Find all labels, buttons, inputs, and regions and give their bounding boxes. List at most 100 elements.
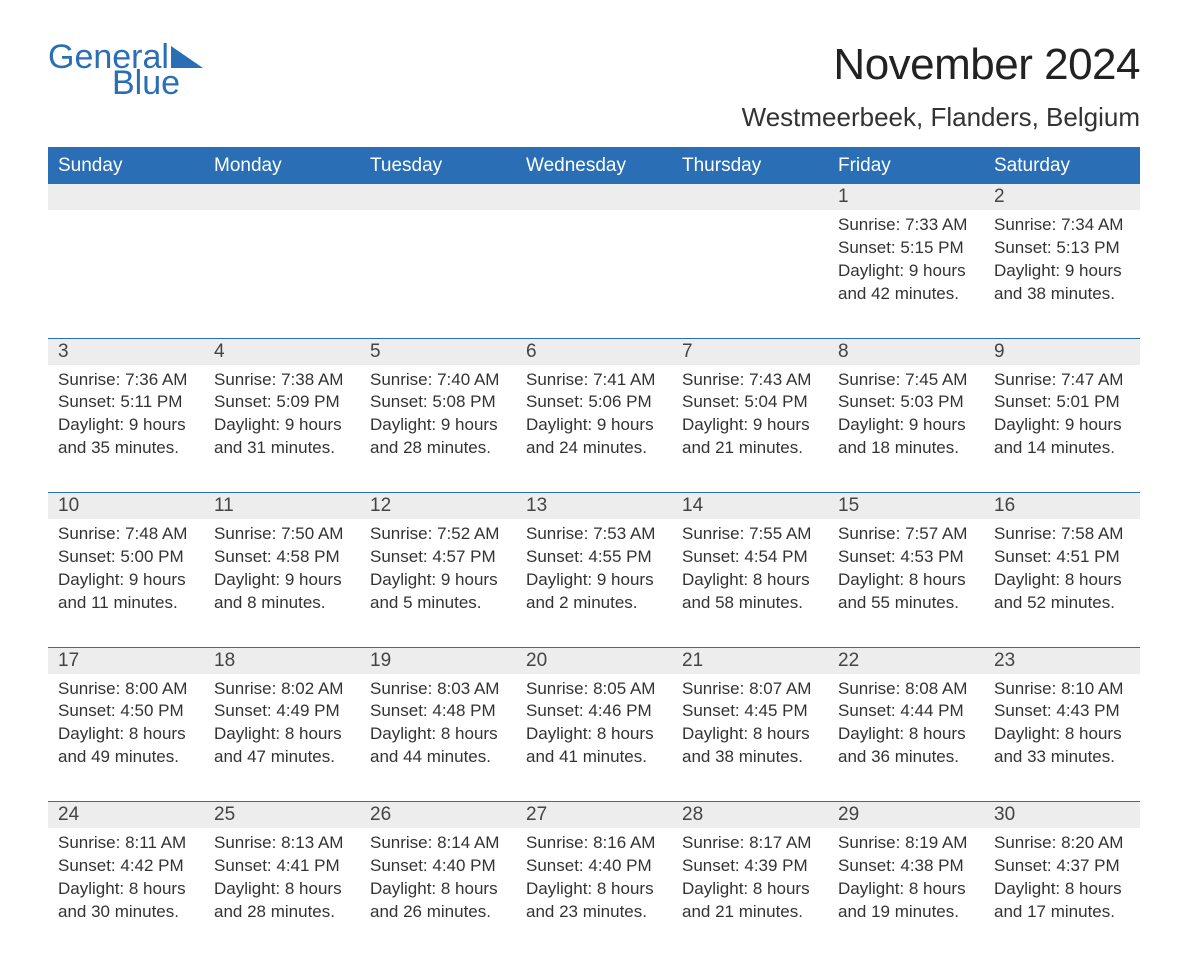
day-sunrise: Sunrise: 7:43 AM [682,369,818,392]
day-number-cell: 5 [360,338,516,365]
day-dl2: and 30 minutes. [58,901,194,924]
day-sunrise: Sunrise: 8:05 AM [526,678,662,701]
day-sunrise: Sunrise: 8:03 AM [370,678,506,701]
day-detail-row: Sunrise: 7:36 AMSunset: 5:11 PMDaylight:… [48,365,1140,493]
day-number-cell: 15 [828,493,984,520]
day-number-cell: 11 [204,493,360,520]
day-sunset: Sunset: 4:53 PM [838,546,974,569]
day-dl2: and 26 minutes. [370,901,506,924]
day-dl1: Daylight: 8 hours [58,878,194,901]
day-sunset: Sunset: 4:46 PM [526,700,662,723]
day-dl2: and 2 minutes. [526,592,662,615]
day-number-cell [48,184,204,211]
day-dl2: and 23 minutes. [526,901,662,924]
day-dl2: and 17 minutes. [994,901,1130,924]
weekday-monday: Monday [204,148,360,184]
weekday-sunday: Sunday [48,148,204,184]
day-detail-cell: Sunrise: 7:36 AMSunset: 5:11 PMDaylight:… [48,365,204,493]
day-sunrise: Sunrise: 7:34 AM [994,214,1130,237]
day-sunset: Sunset: 4:50 PM [58,700,194,723]
day-sunset: Sunset: 5:09 PM [214,391,350,414]
day-number-cell: 21 [672,647,828,674]
day-number-cell: 16 [984,493,1140,520]
day-number-cell: 3 [48,338,204,365]
day-number-cell: 18 [204,647,360,674]
day-dl2: and 31 minutes. [214,437,350,460]
day-dl1: Daylight: 8 hours [838,569,974,592]
calendar-table: Sunday Monday Tuesday Wednesday Thursday… [48,147,1140,956]
day-dl2: and 21 minutes. [682,901,818,924]
day-sunset: Sunset: 5:11 PM [58,391,194,414]
day-dl1: Daylight: 9 hours [370,569,506,592]
day-dl2: and 24 minutes. [526,437,662,460]
day-dl1: Daylight: 8 hours [994,723,1130,746]
day-sunset: Sunset: 5:01 PM [994,391,1130,414]
day-sunrise: Sunrise: 8:19 AM [838,832,974,855]
day-dl1: Daylight: 9 hours [58,569,194,592]
day-number-cell: 30 [984,802,1140,829]
day-detail-row: Sunrise: 8:11 AMSunset: 4:42 PMDaylight:… [48,828,1140,956]
day-dl1: Daylight: 8 hours [682,569,818,592]
day-dl1: Daylight: 8 hours [214,878,350,901]
day-sunset: Sunset: 4:48 PM [370,700,506,723]
day-number-cell: 29 [828,802,984,829]
day-sunrise: Sunrise: 8:13 AM [214,832,350,855]
day-detail-cell: Sunrise: 7:40 AMSunset: 5:08 PMDaylight:… [360,365,516,493]
day-number-cell: 20 [516,647,672,674]
day-sunset: Sunset: 4:40 PM [370,855,506,878]
day-detail-cell: Sunrise: 8:16 AMSunset: 4:40 PMDaylight:… [516,828,672,956]
day-dl2: and 47 minutes. [214,746,350,769]
day-dl1: Daylight: 9 hours [58,414,194,437]
day-dl1: Daylight: 8 hours [214,723,350,746]
day-number-cell: 2 [984,184,1140,211]
day-sunrise: Sunrise: 8:07 AM [682,678,818,701]
day-number-cell: 27 [516,802,672,829]
day-dl1: Daylight: 8 hours [994,878,1130,901]
day-dl2: and 44 minutes. [370,746,506,769]
day-sunrise: Sunrise: 7:33 AM [838,214,974,237]
header: General Blue November 2024 Westmeerbeek,… [48,40,1140,143]
day-dl2: and 58 minutes. [682,592,818,615]
weekday-tuesday: Tuesday [360,148,516,184]
day-number-cell: 14 [672,493,828,520]
day-detail-cell: Sunrise: 7:55 AMSunset: 4:54 PMDaylight:… [672,519,828,647]
day-detail-cell: Sunrise: 8:03 AMSunset: 4:48 PMDaylight:… [360,674,516,802]
day-detail-cell [516,210,672,338]
day-dl1: Daylight: 8 hours [682,878,818,901]
day-sunset: Sunset: 5:08 PM [370,391,506,414]
weekday-thursday: Thursday [672,148,828,184]
day-dl1: Daylight: 8 hours [370,878,506,901]
day-detail-row: Sunrise: 7:48 AMSunset: 5:00 PMDaylight:… [48,519,1140,647]
day-dl2: and 36 minutes. [838,746,974,769]
day-dl1: Daylight: 8 hours [58,723,194,746]
day-dl1: Daylight: 9 hours [838,260,974,283]
title-block: November 2024 Westmeerbeek, Flanders, Be… [742,40,1140,143]
day-detail-cell: Sunrise: 8:05 AMSunset: 4:46 PMDaylight:… [516,674,672,802]
day-dl1: Daylight: 9 hours [526,414,662,437]
day-sunrise: Sunrise: 7:40 AM [370,369,506,392]
day-dl1: Daylight: 8 hours [682,723,818,746]
day-detail-row: Sunrise: 7:33 AMSunset: 5:15 PMDaylight:… [48,210,1140,338]
day-dl2: and 33 minutes. [994,746,1130,769]
day-detail-cell: Sunrise: 7:45 AMSunset: 5:03 PMDaylight:… [828,365,984,493]
day-number-cell [516,184,672,211]
day-detail-cell: Sunrise: 8:10 AMSunset: 4:43 PMDaylight:… [984,674,1140,802]
day-sunset: Sunset: 5:03 PM [838,391,974,414]
day-detail-cell [48,210,204,338]
day-sunset: Sunset: 4:39 PM [682,855,818,878]
weekday-friday: Friday [828,148,984,184]
day-detail-cell: Sunrise: 7:34 AMSunset: 5:13 PMDaylight:… [984,210,1140,338]
day-number-cell: 24 [48,802,204,829]
day-dl2: and 11 minutes. [58,592,194,615]
day-dl2: and 52 minutes. [994,592,1130,615]
day-detail-cell: Sunrise: 7:58 AMSunset: 4:51 PMDaylight:… [984,519,1140,647]
day-sunrise: Sunrise: 8:16 AM [526,832,662,855]
day-dl2: and 38 minutes. [994,283,1130,306]
day-sunset: Sunset: 5:00 PM [58,546,194,569]
day-sunset: Sunset: 4:38 PM [838,855,974,878]
day-dl1: Daylight: 8 hours [994,569,1130,592]
day-number-cell: 9 [984,338,1140,365]
day-sunset: Sunset: 4:37 PM [994,855,1130,878]
weekday-wednesday: Wednesday [516,148,672,184]
day-dl2: and 18 minutes. [838,437,974,460]
